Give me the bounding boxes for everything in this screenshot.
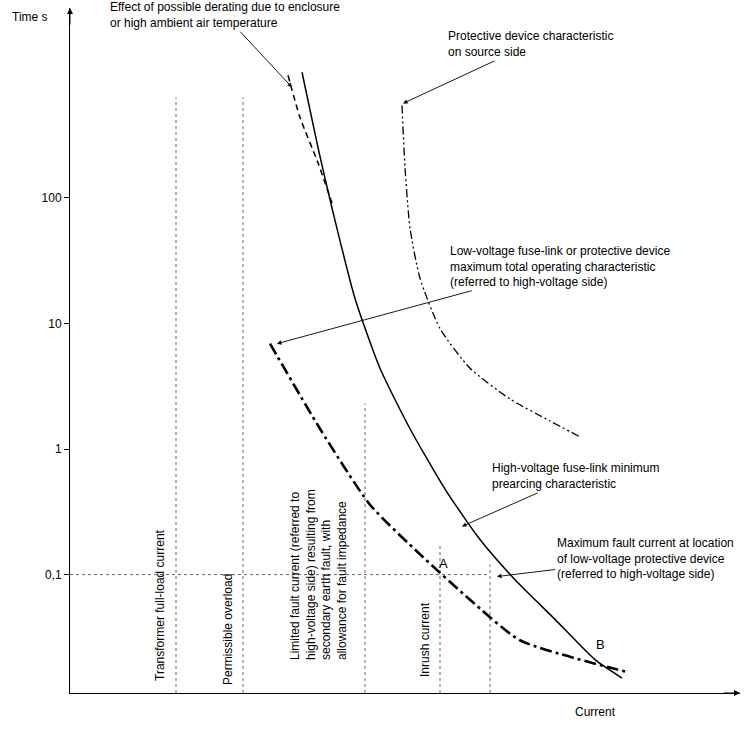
svg-text:Permissible overload: Permissible overload (221, 574, 235, 685)
svg-text:10: 10 (48, 317, 62, 331)
svg-text:A: A (439, 556, 448, 571)
svg-text:Inrush current: Inrush current (418, 602, 432, 677)
svg-text:Current: Current (575, 705, 616, 719)
svg-text:Low-voltage fuse-link or prote: Low-voltage fuse-link or protective devi… (450, 244, 670, 289)
svg-text:Maximum fault current at locat: Maximum fault current at locationof low-… (557, 536, 734, 581)
svg-text:Transformer full-load current: Transformer full-load current (153, 529, 167, 681)
svg-text:0,1: 0,1 (45, 568, 62, 582)
svg-text:Protective device characterist: Protective device characteristicon sourc… (448, 29, 613, 59)
svg-text:Limited fault current (referre: Limited fault current (referred tohigh-v… (288, 489, 349, 660)
svg-text:Time s: Time s (12, 10, 48, 24)
svg-text:1: 1 (55, 442, 62, 456)
svg-text:High-voltage fuse-link minimum: High-voltage fuse-link minimumprearcing … (492, 461, 659, 491)
svg-text:B: B (596, 637, 605, 652)
svg-text:100: 100 (42, 191, 62, 205)
svg-text:Effect of possible derating du: Effect of possible derating due to enclo… (110, 0, 340, 30)
